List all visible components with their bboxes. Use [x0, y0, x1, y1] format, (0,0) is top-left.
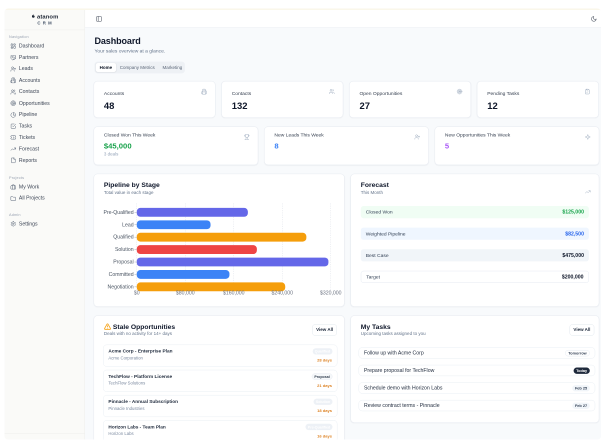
svg-text:Qualified: Qualified: [113, 235, 133, 241]
svg-text:Proposal: Proposal: [113, 260, 133, 266]
svg-text:$240,000: $240,000: [271, 291, 293, 297]
svg-text:Lead: Lead: [122, 222, 134, 228]
svg-text:Solution: Solution: [115, 247, 134, 253]
svg-text:$160,000: $160,000: [223, 291, 245, 297]
svg-text:Negotiation: Negotiation: [108, 284, 134, 290]
svg-text:Pre-Qualified: Pre-Qualified: [104, 210, 134, 216]
svg-text:Committed: Committed: [109, 272, 134, 278]
svg-text:$80,000: $80,000: [176, 291, 195, 297]
svg-text:$0: $0: [134, 291, 140, 297]
svg-text:$320,000: $320,000: [320, 291, 341, 297]
